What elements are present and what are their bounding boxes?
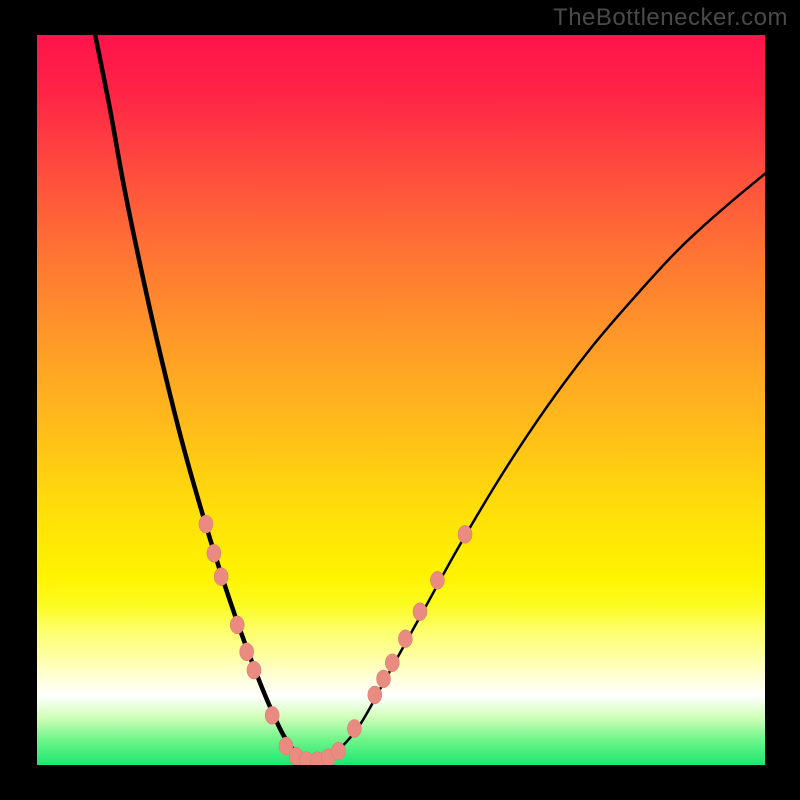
watermark-text: TheBottlenecker.com	[553, 4, 788, 32]
data-marker	[430, 571, 444, 589]
data-marker	[398, 630, 412, 648]
data-marker	[368, 686, 382, 704]
data-marker	[347, 720, 361, 738]
data-marker	[265, 706, 279, 724]
data-marker	[247, 661, 261, 679]
data-marker	[413, 603, 427, 621]
data-marker	[240, 643, 254, 661]
data-marker	[199, 515, 213, 533]
data-marker	[214, 568, 228, 586]
data-marker	[331, 742, 345, 760]
data-marker	[207, 544, 221, 562]
plot-area	[37, 35, 765, 765]
gradient-background	[37, 35, 765, 765]
data-marker	[377, 670, 391, 688]
data-marker	[458, 525, 472, 543]
data-marker	[230, 616, 244, 634]
data-marker	[385, 654, 399, 672]
chart-frame: TheBottlenecker.com	[0, 0, 800, 800]
